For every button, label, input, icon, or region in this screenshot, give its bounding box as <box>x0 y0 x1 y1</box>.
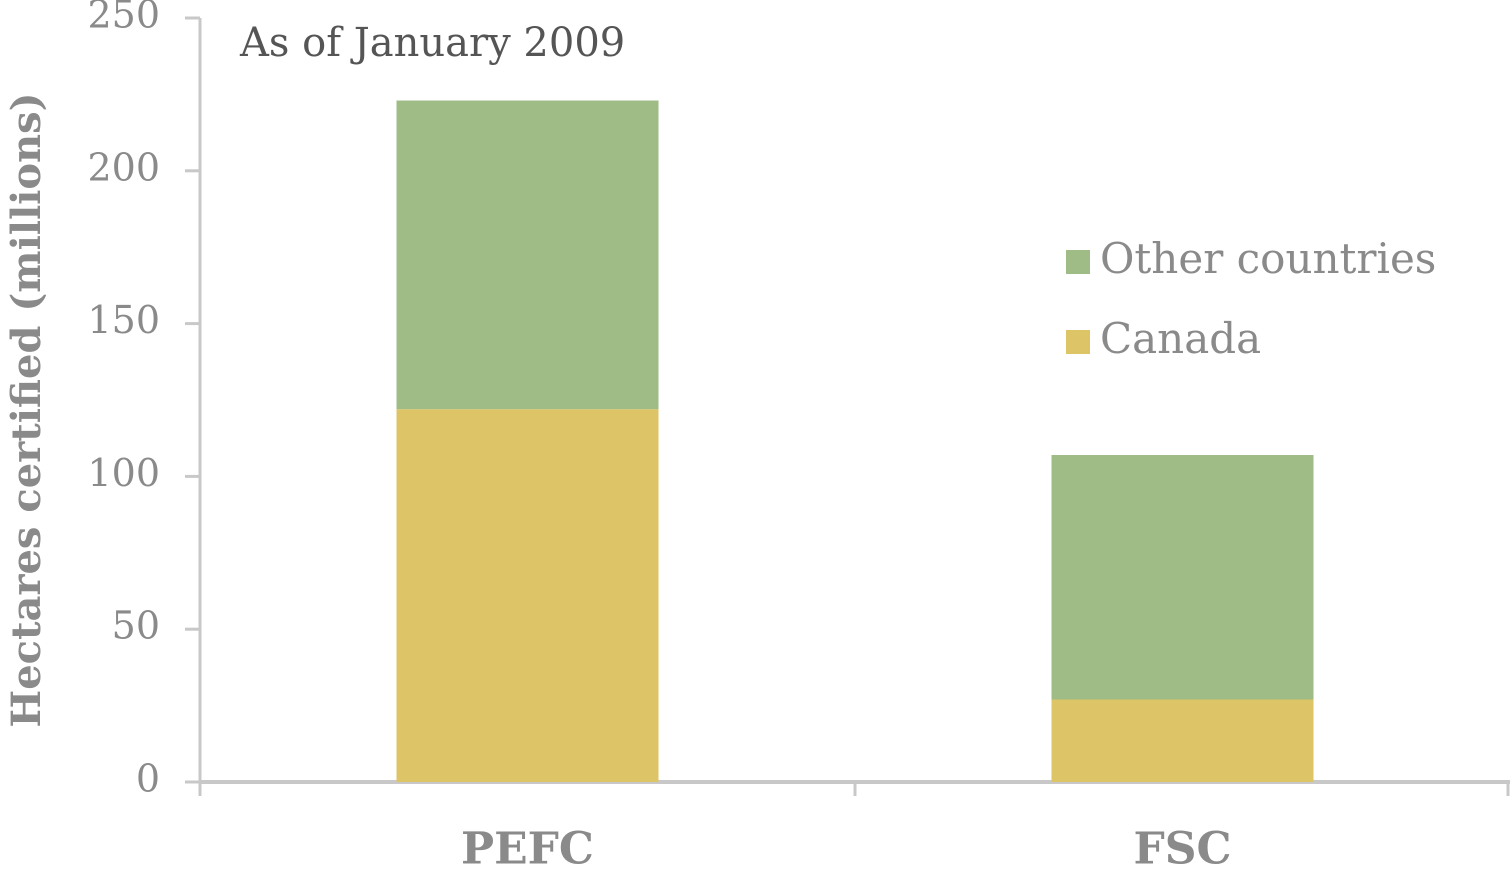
annotation: As of January 2009 <box>239 20 625 66</box>
bar-segment <box>1051 455 1314 700</box>
legend-swatch <box>1066 250 1090 274</box>
y-tick-label: 250 <box>87 0 160 37</box>
legend-label: Other countries <box>1100 234 1436 283</box>
y-axis-label: Hectares certified (millions) <box>3 92 50 727</box>
bar-segment <box>396 100 659 410</box>
bar-segment <box>1051 699 1314 782</box>
y-tick-label: 0 <box>136 757 160 801</box>
x-tick-label: FSC <box>1133 824 1231 875</box>
legend-swatch <box>1066 330 1090 354</box>
y-tick-label: 150 <box>87 298 160 342</box>
bar-segment <box>396 409 659 782</box>
legend-label: Canada <box>1100 314 1261 363</box>
x-tick-label: PEFC <box>461 824 594 875</box>
y-tick-label: 100 <box>87 451 160 495</box>
y-tick-label: 200 <box>87 145 160 189</box>
y-tick-label: 50 <box>112 604 160 648</box>
